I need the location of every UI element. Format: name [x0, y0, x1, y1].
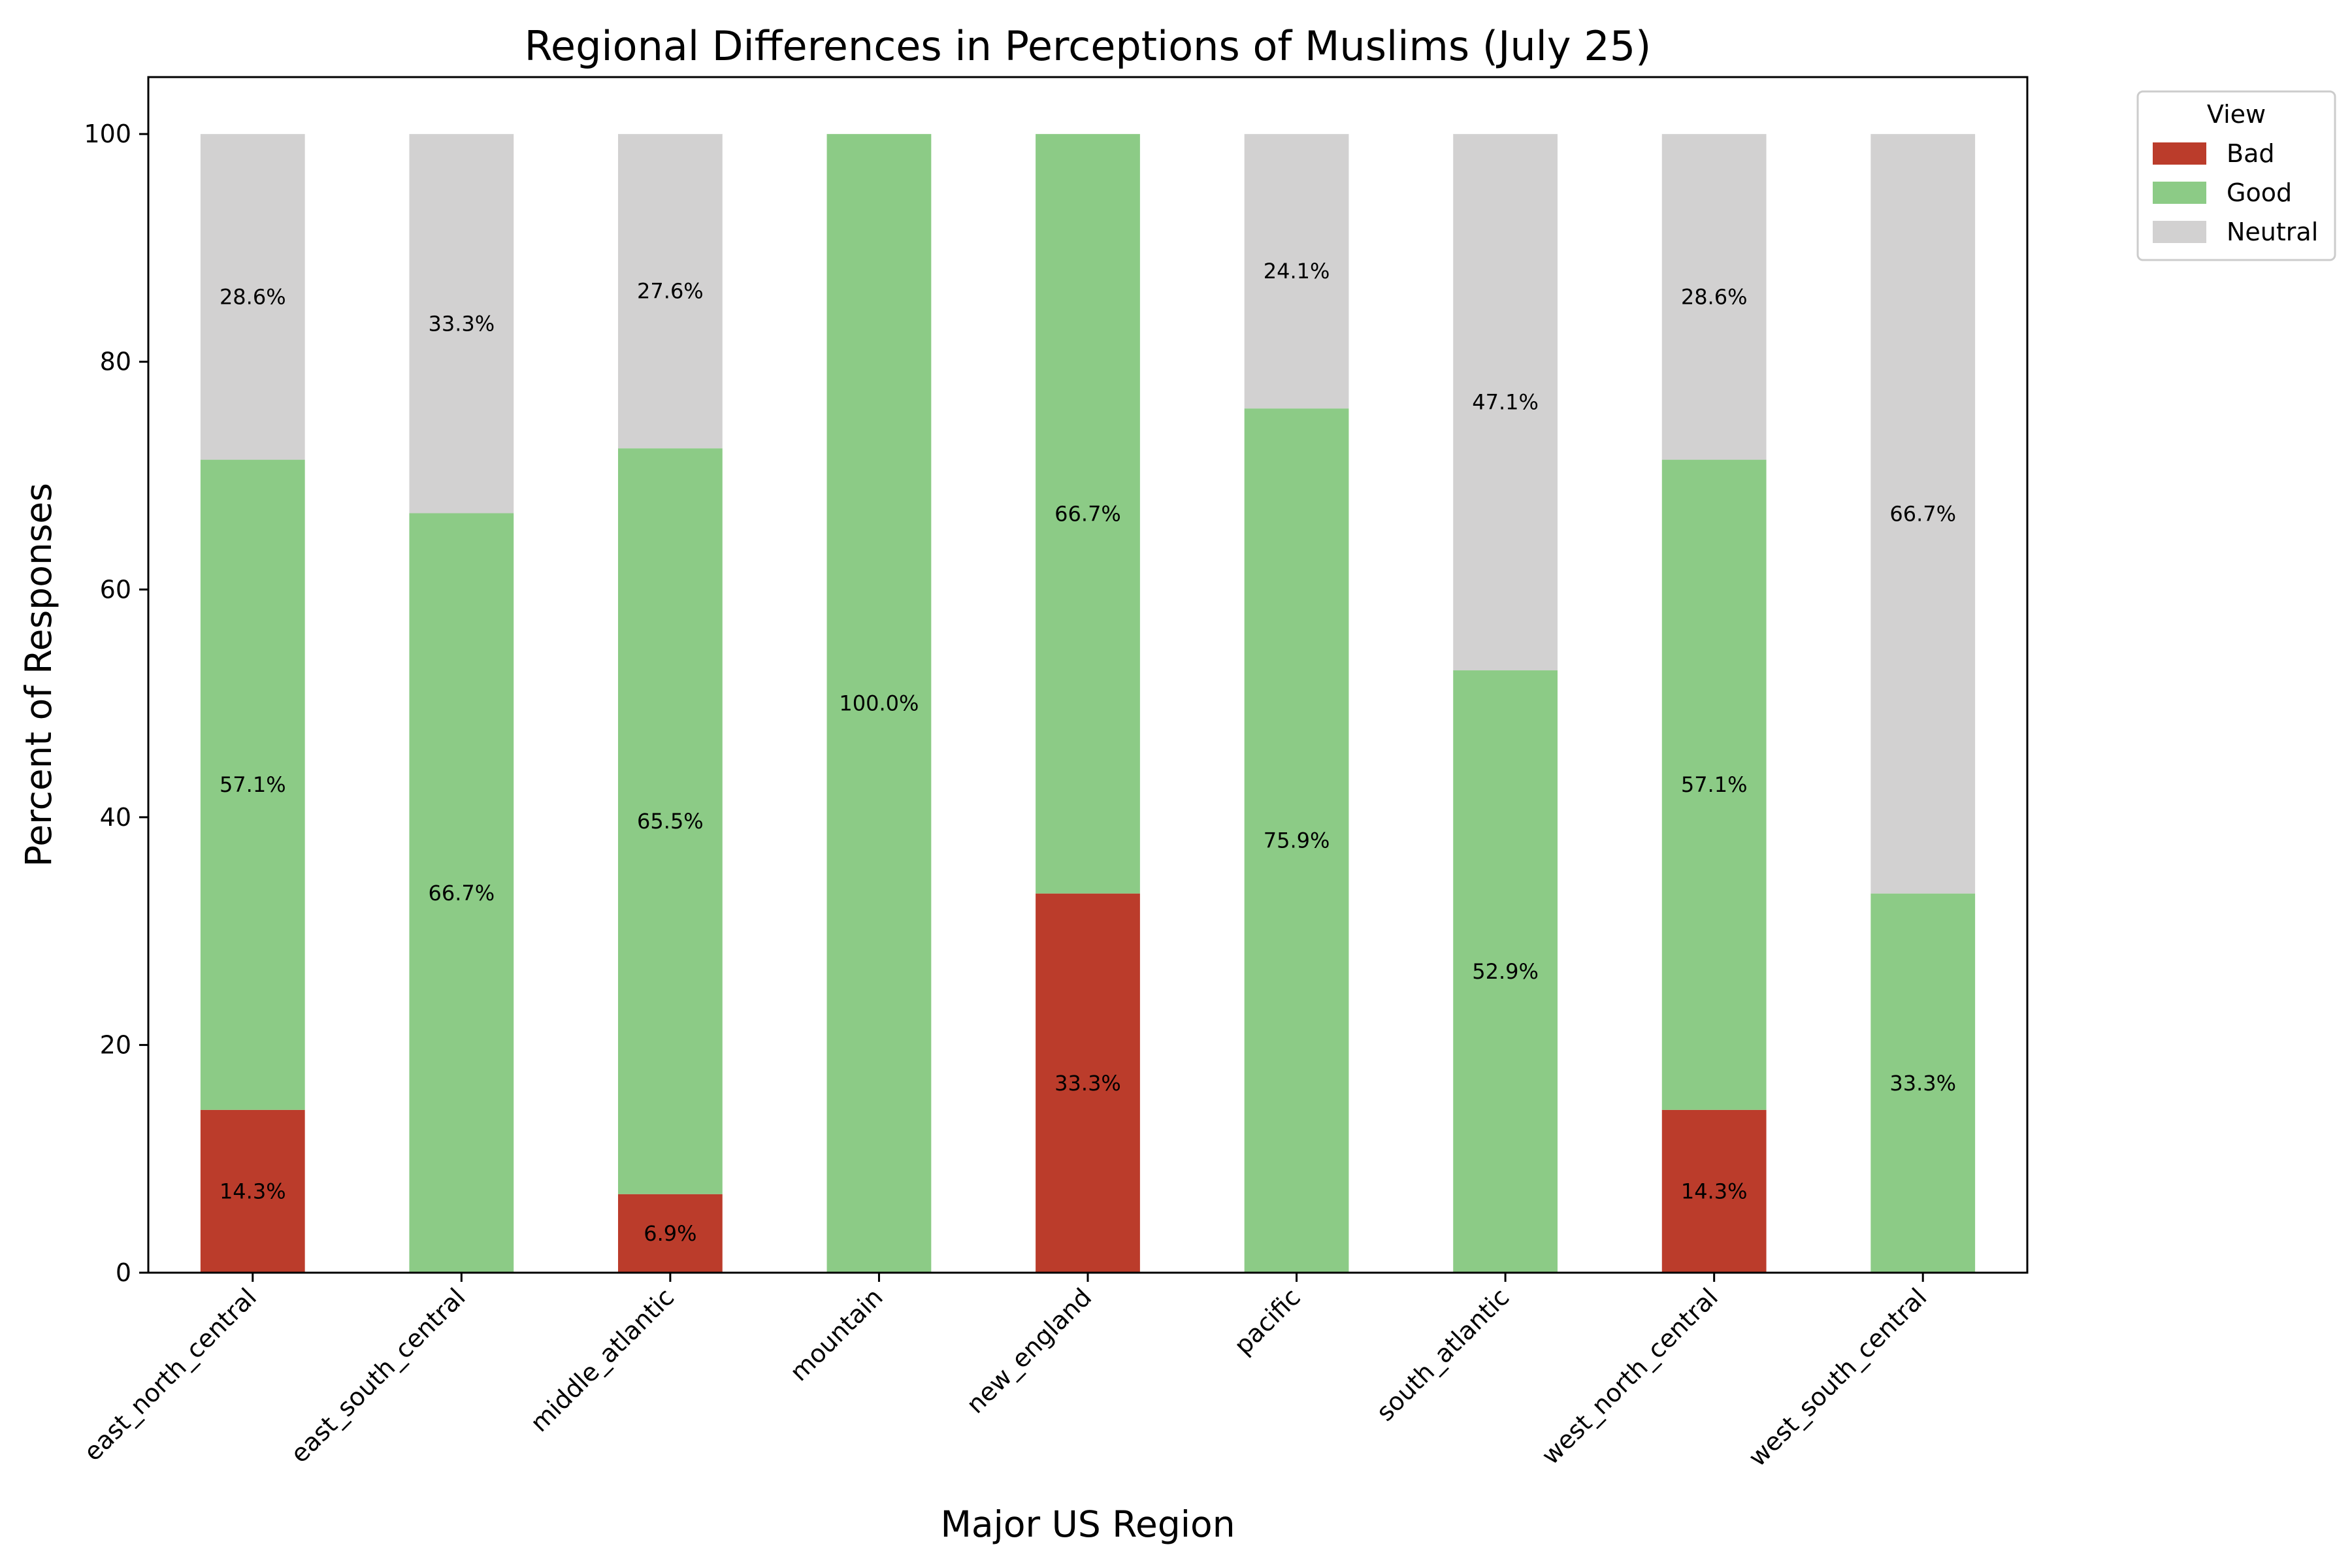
y-axis: 0 20 40 60 80 100 [84, 120, 148, 1287]
bar-label-bad-new-england: 33.3% [1054, 1071, 1121, 1096]
bar-neutral-west-north-central [1661, 134, 1767, 460]
bar-label-bad-middle-atlantic: 6.9% [644, 1221, 696, 1246]
bar-label-good-middle-atlantic: 65.5% [637, 809, 704, 834]
bar-neutral-east-north-central [200, 134, 305, 460]
bar-label-good-east-north-central: 57.1% [220, 772, 286, 797]
bar-label-bad-east-north-central: 14.3% [220, 1179, 286, 1203]
bar-good-west-north-central [1661, 459, 1767, 1110]
bar-good-new-england [1036, 134, 1140, 894]
bar-bad-new-england [1036, 893, 1140, 1273]
bar-label-neutral-west-south-central: 66.7% [1889, 501, 1956, 526]
bar-label-bad-west-north-central: 14.3% [1681, 1179, 1748, 1203]
legend-swatch-good [2153, 182, 2206, 204]
y-tick-label: 60 [100, 575, 131, 604]
bar-label-neutral-south-atlantic: 47.1% [1472, 390, 1539, 415]
legend-swatch-bad [2153, 142, 2206, 165]
bar-label-good-west-north-central: 57.1% [1681, 772, 1748, 797]
bar-good-pacific [1244, 408, 1349, 1273]
x-tick-label-west-south-central: west_south_central [1743, 1282, 1933, 1472]
y-tick-label: 80 [100, 348, 131, 376]
y-tick-label: 100 [84, 120, 131, 148]
y-tick-label: 0 [116, 1258, 131, 1287]
bar-bad-middle-atlantic [618, 1194, 723, 1273]
bar-neutral-south-atlantic [1453, 134, 1558, 671]
bar-good-east-south-central [409, 513, 514, 1273]
bar-labels-group: 14.3% 57.1% 28.6% 66.7% 33.3% 6.9% 65.5% 27.6% 1… [220, 259, 1956, 1246]
bar-good-east-north-central [200, 459, 305, 1110]
bar-neutral-middle-atlantic [618, 134, 723, 449]
x-tick-label-east-north-central: east_north_central [78, 1282, 262, 1466]
bar-good-west-south-central [1870, 893, 1976, 1273]
legend: View Bad Good Neutral [2136, 90, 2336, 261]
legend-frame [2136, 90, 2336, 261]
x-tick-label-south-atlantic: south_atlantic [1371, 1282, 1514, 1426]
bar-bad-west-north-central [1661, 1109, 1767, 1273]
bar-good-middle-atlantic [618, 448, 723, 1194]
bar-good-south-atlantic [1453, 670, 1558, 1273]
bars-group [200, 134, 1976, 1273]
x-tick-label-east-south-central: east_south_central [285, 1282, 470, 1468]
y-tick-label: 20 [100, 1030, 131, 1059]
bar-label-good-east-south-central: 66.7% [429, 881, 495, 906]
x-tick-label-mountain: mountain [785, 1282, 889, 1386]
y-axis-label: Percent of Responses [18, 483, 59, 867]
bar-label-neutral-pacific: 24.1% [1264, 259, 1330, 284]
bar-label-neutral-east-north-central: 28.6% [220, 284, 286, 309]
bar-label-neutral-west-north-central: 28.6% [1681, 284, 1748, 309]
bar-bad-east-north-central [200, 1109, 305, 1273]
bar-neutral-east-south-central [409, 134, 514, 514]
bar-label-good-south-atlantic: 52.9% [1472, 959, 1539, 984]
bar-label-good-mountain: 100.0% [839, 691, 919, 716]
x-tick-label-middle-atlantic: middle_atlantic [525, 1282, 679, 1437]
x-axis: east_north_central east_south_central midd… [78, 1273, 1933, 1472]
bar-label-good-west-south-central: 33.3% [1889, 1071, 1956, 1096]
legend-items: Bad Good Neutral [2153, 139, 2318, 246]
x-tick-label-west-north-central: west_north_central [1536, 1282, 1723, 1470]
bar-label-good-pacific: 75.9% [1264, 828, 1330, 853]
bar-label-neutral-middle-atlantic: 27.6% [637, 279, 704, 304]
x-tick-label-pacific: pacific [1228, 1282, 1306, 1360]
bar-neutral-pacific [1244, 134, 1349, 409]
x-tick-label-new-england: new_england [961, 1282, 1098, 1419]
legend-swatch-neutral [2153, 221, 2206, 243]
x-axis-label: Major US Region [940, 1503, 1235, 1545]
bar-label-good-new-england: 66.7% [1054, 501, 1121, 526]
chart-title: Regional Differences in Perceptions of M… [525, 22, 1652, 70]
y-tick-label: 40 [100, 803, 131, 832]
legend-label-good: Good [2227, 178, 2292, 207]
bar-label-neutral-east-south-central: 33.3% [429, 311, 495, 336]
legend-label-bad: Bad [2227, 139, 2274, 168]
bar-neutral-west-south-central [1870, 134, 1976, 894]
legend-title: View [2207, 100, 2266, 129]
bar-good-mountain [826, 134, 932, 1273]
legend-label-neutral: Neutral [2227, 218, 2318, 246]
